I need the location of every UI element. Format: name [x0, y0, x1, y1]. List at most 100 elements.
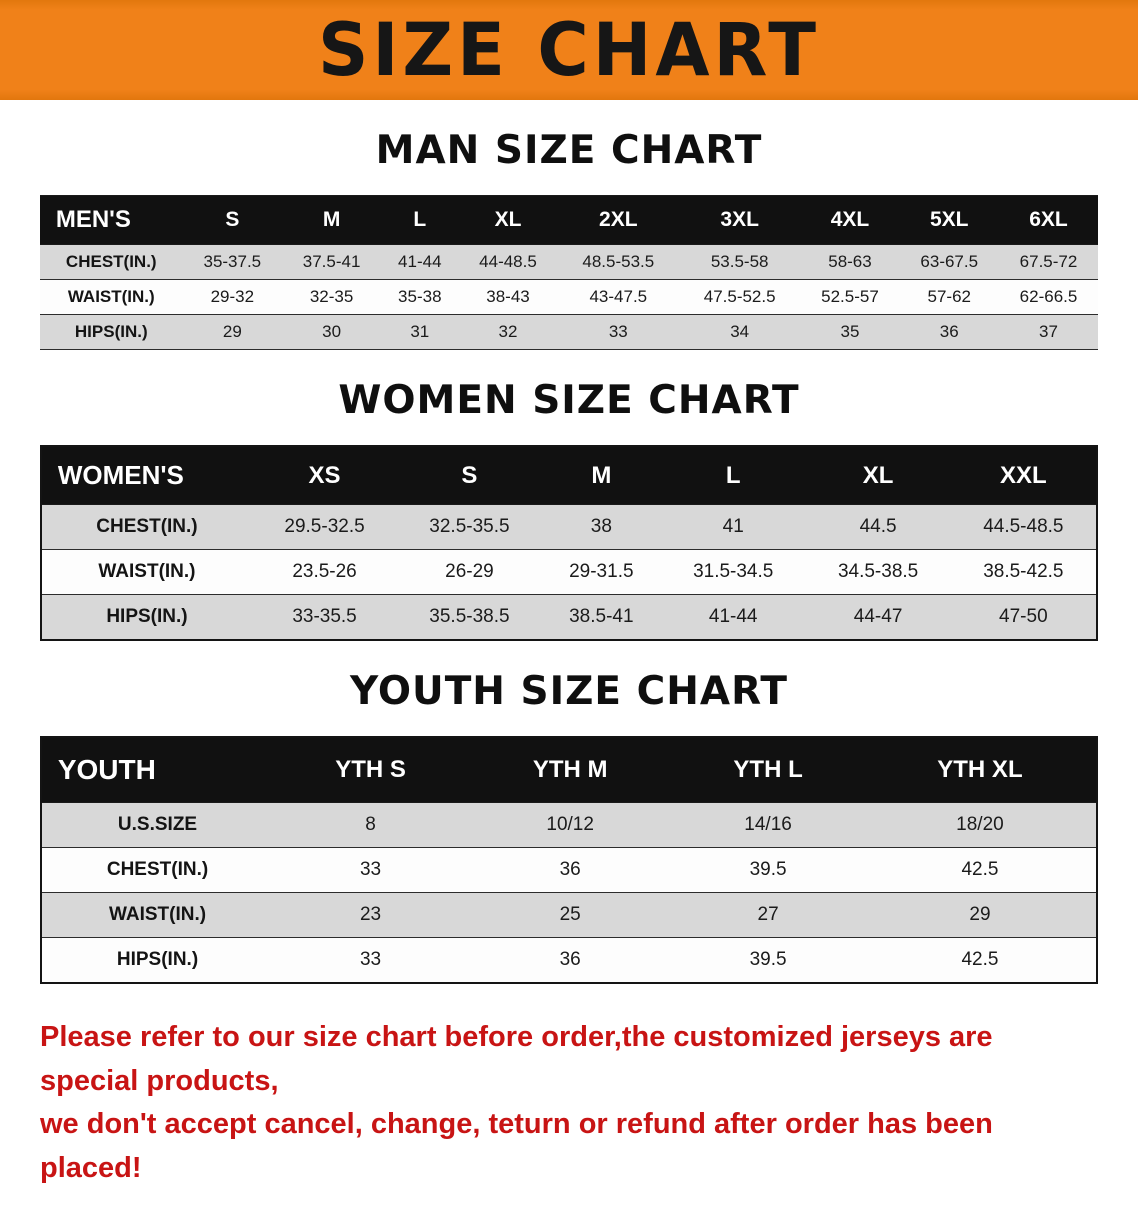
- disclaimer-line-1: Please refer to our size chart before or…: [40, 1021, 993, 1097]
- value-cell: 41: [660, 504, 806, 550]
- value-cell: 34.5-38.5: [805, 549, 951, 595]
- size-header-cell: 2XL: [557, 195, 679, 245]
- value-cell: 41-44: [660, 594, 806, 641]
- value-cell: 29: [182, 314, 282, 350]
- youth-section-heading: YOUTH SIZE CHART: [350, 669, 788, 714]
- value-cell: 34: [678, 314, 801, 350]
- value-cell: 35: [800, 314, 900, 350]
- table-row: HIPS(IN.) 33 36 39.5 42.5: [40, 937, 1098, 984]
- table-row: WAIST(IN.) 23.5-26 26-29 29-31.5 31.5-34.5 34…: [40, 549, 1098, 595]
- size-header-cell: YTH S: [273, 736, 468, 803]
- value-cell: 33: [273, 937, 468, 984]
- value-cell: 52.5-57: [800, 279, 900, 315]
- value-cell: 8: [273, 802, 468, 848]
- size-header-cell: S: [396, 445, 542, 505]
- value-cell: 38-43: [458, 279, 558, 315]
- value-cell: 44-47: [805, 594, 951, 641]
- title-banner: SIZE CHART: [0, 0, 1138, 100]
- value-cell: 42.5: [863, 937, 1098, 984]
- value-cell: 67.5-72: [998, 244, 1099, 280]
- youth-size-table: YOUTH YTH S YTH M YTH L YTH XL U.S.SIZE 8 10/12…: [39, 736, 1099, 984]
- value-cell: 23: [273, 892, 468, 938]
- size-header-cell: YTH XL: [863, 736, 1098, 803]
- value-cell: 44.5-48.5: [950, 504, 1098, 550]
- value-cell: 44.5: [805, 504, 951, 550]
- size-header-cell: 3XL: [678, 195, 801, 245]
- value-cell: 33: [273, 847, 468, 893]
- value-cell: 35-37.5: [182, 244, 282, 280]
- size-header-cell: XXL: [950, 445, 1098, 505]
- value-cell: 53.5-58: [678, 244, 801, 280]
- table-title-cell: MEN'S: [39, 195, 183, 245]
- size-header-cell: XL: [458, 195, 558, 245]
- value-cell: 32.5-35.5: [396, 504, 542, 550]
- value-cell: 43-47.5: [557, 279, 679, 315]
- women-section-heading: WOMEN SIZE CHART: [338, 378, 800, 423]
- value-cell: 44-48.5: [458, 244, 558, 280]
- row-label-cell: WAIST(IN.): [40, 549, 253, 595]
- value-cell: 29-32: [182, 279, 282, 315]
- value-cell: 29-31.5: [541, 549, 661, 595]
- disclaimer-line-2: we don't accept cancel, change, teturn o…: [40, 1108, 993, 1184]
- table-row: WAIST(IN.) 29-32 32-35 35-38 38-43 43-47.5 47.…: [39, 279, 1099, 315]
- table-title-cell: YOUTH: [40, 736, 274, 803]
- size-header-cell: L: [660, 445, 806, 505]
- size-header-cell: S: [182, 195, 282, 245]
- row-label-cell: HIPS(IN.): [40, 937, 274, 984]
- value-cell: 14/16: [672, 802, 864, 848]
- row-label-cell: WAIST(IN.): [40, 892, 274, 938]
- women-size-table: WOMEN'S XS S M L XL XXL CHEST(IN.) 29.5-32.5 32.5…: [39, 445, 1099, 641]
- value-cell: 41-44: [381, 244, 459, 280]
- row-label-cell: HIPS(IN.): [40, 594, 253, 641]
- value-cell: 10/12: [467, 802, 673, 848]
- men-size-table: MEN'S S M L XL 2XL 3XL 4XL 5XL 6XL CHEST(IN.) 35-37…: [39, 195, 1099, 350]
- value-cell: 38.5-42.5: [950, 549, 1098, 595]
- table-row: CHEST(IN.) 33 36 39.5 42.5: [40, 847, 1098, 893]
- value-cell: 29.5-32.5: [252, 504, 397, 550]
- men-section-heading: MAN SIZE CHART: [375, 128, 763, 173]
- value-cell: 62-66.5: [998, 279, 1099, 315]
- row-label-cell: WAIST(IN.): [39, 279, 183, 315]
- value-cell: 35.5-38.5: [396, 594, 542, 641]
- table-row: U.S.SIZE 8 10/12 14/16 18/20: [40, 802, 1098, 848]
- size-header-cell: XS: [252, 445, 397, 505]
- value-cell: 48.5-53.5: [557, 244, 679, 280]
- value-cell: 58-63: [800, 244, 900, 280]
- size-header-cell: 5XL: [899, 195, 999, 245]
- value-cell: 26-29: [396, 549, 542, 595]
- value-cell: 39.5: [672, 937, 864, 984]
- table-row: CHEST(IN.) 35-37.5 37.5-41 41-44 44-48.5 48.5…: [39, 244, 1099, 280]
- table-row: HIPS(IN.) 29 30 31 32 33 34 35 36 37: [39, 314, 1099, 350]
- size-header-cell: M: [281, 195, 382, 245]
- value-cell: 47.5-52.5: [678, 279, 801, 315]
- value-cell: 35-38: [381, 279, 459, 315]
- value-cell: 38.5-41: [541, 594, 661, 641]
- row-label-cell: CHEST(IN.): [39, 244, 183, 280]
- size-header-cell: 6XL: [998, 195, 1099, 245]
- size-header-cell: YTH M: [467, 736, 673, 803]
- value-cell: 31.5-34.5: [660, 549, 806, 595]
- value-cell: 36: [467, 937, 673, 984]
- value-cell: 30: [281, 314, 382, 350]
- size-header-cell: 4XL: [800, 195, 900, 245]
- row-label-cell: HIPS(IN.): [39, 314, 183, 350]
- table-row: HIPS(IN.) 33-35.5 35.5-38.5 38.5-41 41-44 44-…: [40, 594, 1098, 641]
- value-cell: 37.5-41: [281, 244, 382, 280]
- size-header-cell: L: [381, 195, 459, 245]
- value-cell: 63-67.5: [899, 244, 999, 280]
- youth-size-section: YOUTH SIZE CHART YOUTH YTH S YTH M YTH L YTH…: [0, 669, 1138, 984]
- value-cell: 31: [381, 314, 459, 350]
- value-cell: 27: [672, 892, 864, 938]
- page-title: SIZE CHART: [317, 6, 821, 94]
- value-cell: 38: [541, 504, 661, 550]
- value-cell: 57-62: [899, 279, 999, 315]
- women-size-section: WOMEN SIZE CHART WOMEN'S XS S M L XL XXL CHEST(…: [0, 378, 1138, 641]
- value-cell: 42.5: [863, 847, 1098, 893]
- size-header-cell: YTH L: [672, 736, 864, 803]
- table-header-row: WOMEN'S XS S M L XL XXL: [40, 445, 1098, 505]
- table-row: WAIST(IN.) 23 25 27 29: [40, 892, 1098, 938]
- table-header-row: MEN'S S M L XL 2XL 3XL 4XL 5XL 6XL: [39, 195, 1099, 245]
- value-cell: 18/20: [863, 802, 1098, 848]
- size-header-cell: XL: [805, 445, 951, 505]
